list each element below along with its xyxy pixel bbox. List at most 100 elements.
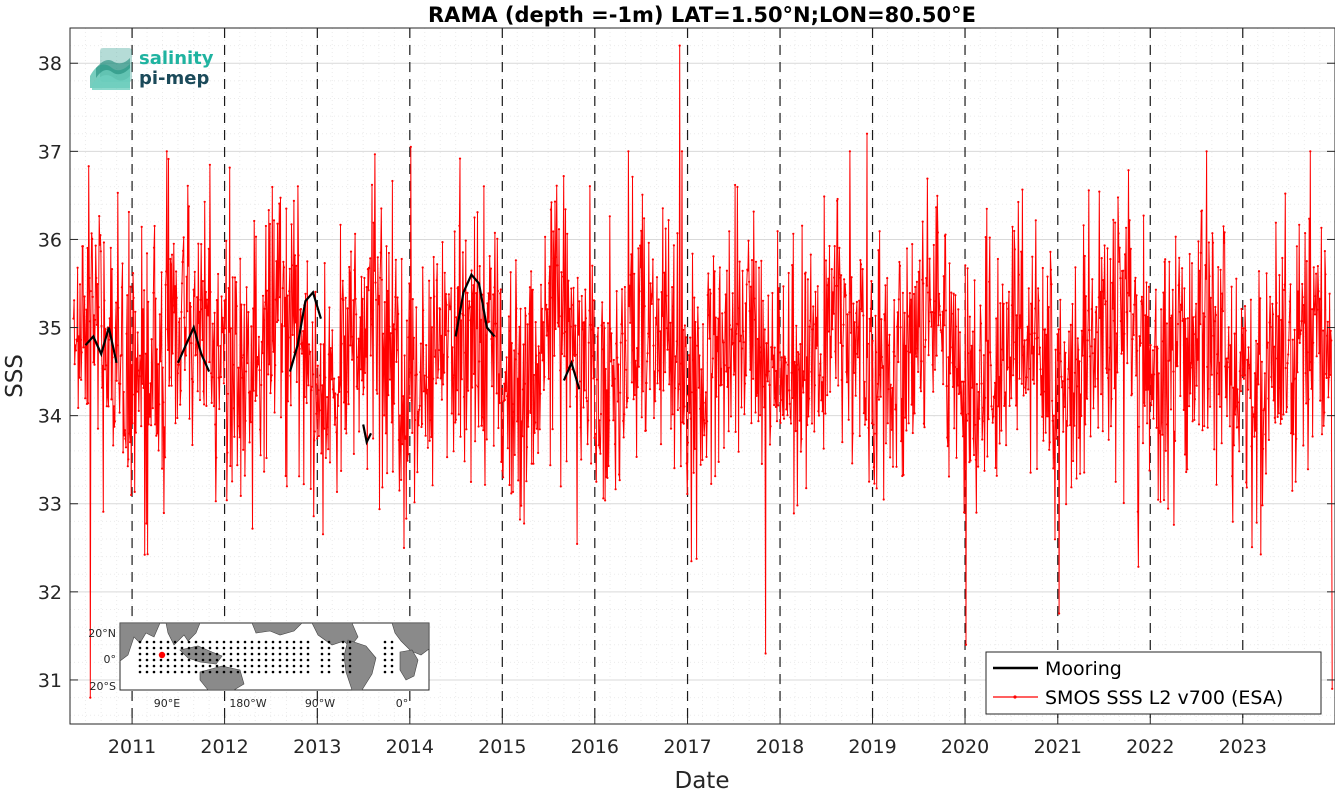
smos-point [1130,392,1134,395]
smos-point [970,350,973,353]
smos-point [204,306,207,309]
smos-point [740,406,743,409]
smos-point [899,326,902,329]
chart-legend: Mooring SMOS SSS L2 v700 (ESA) [985,651,1322,715]
smos-point [598,419,601,422]
smos-point [1077,436,1080,439]
smos-point [243,303,246,306]
smos-point [972,437,975,440]
smos-point [128,432,131,435]
smos-point [1264,472,1268,475]
smos-point [1039,393,1043,396]
smos-point [978,417,981,420]
smos-point [1158,430,1161,433]
smos-point [844,294,847,297]
smos-point [499,288,502,291]
smos-point [912,292,916,296]
smos-point [263,470,266,473]
smos-point [693,447,696,450]
smos-point [469,480,473,483]
smos-point [211,322,214,325]
smos-point [306,371,309,374]
smos-point [1226,361,1229,364]
smos-point [1079,393,1082,396]
smos-point [774,397,777,400]
smos-point [742,330,745,333]
smos-point [843,278,846,281]
smos-point [1026,325,1029,328]
smos-point [1101,290,1104,293]
smos-point [1007,290,1011,293]
smos-point [1272,399,1275,402]
smos-point [970,344,973,347]
smos-point [360,379,364,382]
smos-point [361,297,364,300]
smos-point [1237,425,1240,428]
inset-mooring-dot [306,664,310,668]
smos-point [400,257,403,261]
smos-point [1243,374,1246,377]
smos-point [631,175,634,178]
smos-point [776,230,779,233]
smos-point [846,313,849,316]
smos-point [1255,521,1258,524]
smos-point [850,276,853,279]
smos-point [362,386,365,389]
smos-point [1253,372,1256,375]
inset-mooring-dot [299,664,303,668]
inset-mooring-dot [341,664,345,668]
smos-point [334,392,337,395]
smos-point [892,350,895,353]
y-axis-label: SSS [2,354,28,398]
inset-mooring-dot [390,640,394,644]
smos-point [603,327,606,330]
smos-point [861,268,864,271]
smos-point [284,296,287,299]
smos-point [668,366,671,369]
smos-point [391,179,394,183]
smos-point [1165,381,1168,384]
smos-point [900,397,903,401]
smos-point [374,281,377,284]
smos-point [469,319,472,322]
smos-point [812,305,815,308]
smos-point [928,257,931,260]
smos-point [1208,275,1211,278]
smos-point [394,295,397,299]
smos-point [369,354,372,357]
inset-mooring-dot [208,646,212,650]
inset-mooring-dot [208,664,212,668]
smos-point [1118,260,1121,263]
smos-point [765,342,768,345]
smos-point [190,377,193,380]
smos-point [352,299,355,302]
smos-point [816,344,819,347]
smos-point [1267,397,1270,400]
inset-mooring-dot [201,670,205,674]
smos-point [1157,498,1160,501]
smos-point [1320,226,1323,229]
smos-point [442,353,445,356]
smos-point [613,443,617,446]
smos-point [444,333,447,337]
smos-point [1320,433,1324,436]
smos-point [1146,315,1149,318]
salinity-pi-mep-logo: salinity pi-mep [90,48,214,90]
smos-point [1104,300,1107,303]
smos-point [527,409,530,413]
smos-point [414,418,417,422]
smos-point [373,269,376,272]
smos-point [875,351,878,354]
smos-point [1283,283,1286,286]
smos-point [860,307,863,311]
inset-mooring-dot [166,670,170,674]
smos-point [287,336,290,339]
smos-point [474,440,477,443]
smos-point [1164,449,1167,452]
smos-point [284,474,287,478]
smos-point [965,419,969,422]
smos-point [673,387,677,390]
smos-point [880,318,883,321]
smos-point [878,230,881,233]
smos-point [1210,373,1213,376]
